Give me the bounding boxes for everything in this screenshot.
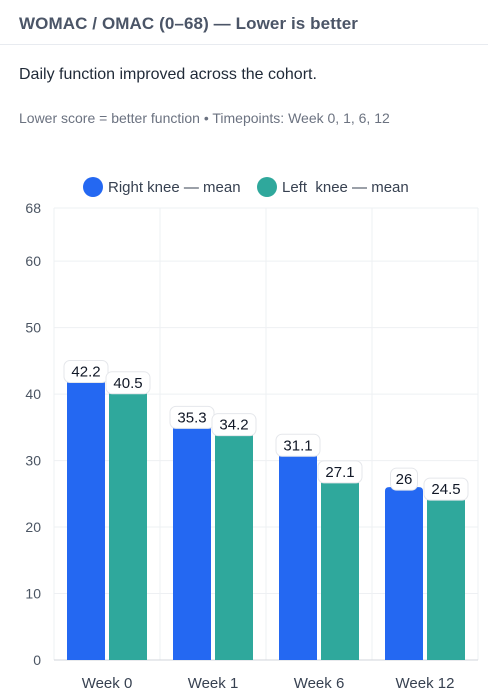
data-label: 35.3 [177,409,206,426]
data-labels: 42.2 40.5 35.3 34.2 31.1 27.1 26 24.5 [63,359,469,501]
data-label-bg [317,460,363,484]
bar [385,487,423,660]
y-tick-label: 30 [25,453,41,469]
x-tick-label: Week 12 [396,675,455,692]
data-label-bg [105,371,151,395]
chart-subtitle: Daily function improved across the cohor… [19,66,317,83]
chart-note: Lower score = better function • Timepoin… [19,110,390,126]
y-tick-label: 20 [25,519,41,535]
x-axis: Week 0 Week 1 Week 6 Week 12 [82,675,455,692]
y-tick-label: 10 [25,586,41,602]
data-label-bg [275,433,321,457]
x-tick-label: Week 6 [294,675,345,692]
legend-swatch [83,177,103,197]
y-axis: 0 10 20 30 40 50 60 68 [25,200,41,668]
y-tick-label: 0 [33,652,41,668]
data-label: 24.5 [431,481,460,498]
data-label: 26 [396,471,413,488]
chart-title: WOMAC / OMAC (0–68) — Lower is better [19,14,359,33]
data-label: 27.1 [325,464,354,481]
bar [67,379,105,660]
data-label-bg [390,467,418,491]
legend-swatch [257,177,277,197]
legend: Right knee — mean Left knee — mean [83,177,409,197]
data-label: 34.2 [219,417,248,434]
y-tick-label: 40 [25,386,41,402]
data-label: 31.1 [283,437,312,454]
legend-label: Left knee — mean [282,179,409,196]
bar [109,390,147,660]
y-tick-label: 68 [25,200,41,216]
data-label-bg [63,359,109,383]
bar [215,432,253,660]
chart-header: WOMAC / OMAC (0–68) — Lower is better [0,0,488,45]
bar [321,479,359,660]
bar-chart: 0 10 20 30 40 50 60 68 42.2 40.5 35.3 34.2 31.1 27.1… [25,177,479,692]
x-tick-label: Week 0 [82,675,133,692]
y-tick-label: 60 [25,253,41,269]
data-label: 40.5 [113,375,142,392]
legend-label: Right knee — mean [108,179,241,196]
x-tick-label: Week 1 [188,675,239,692]
data-label-bg [423,477,469,501]
bar [427,497,465,660]
data-label: 42.2 [71,363,100,380]
bar [173,425,211,660]
y-tick-label: 50 [25,320,41,336]
bar [279,453,317,660]
bars [67,379,465,660]
data-label-bg [211,413,257,437]
